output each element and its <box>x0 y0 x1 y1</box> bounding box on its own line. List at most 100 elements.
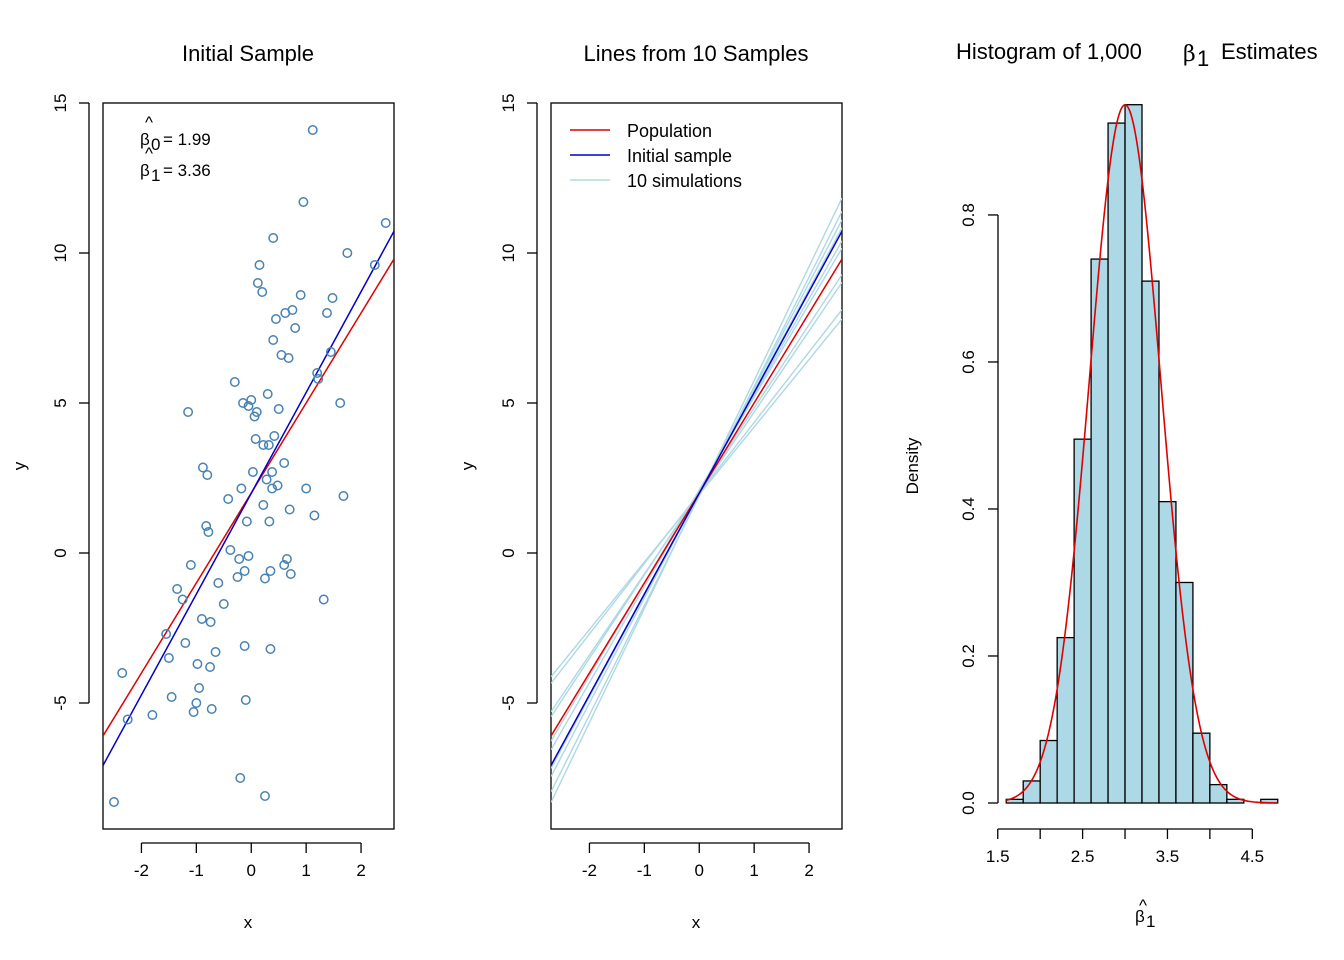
panel1-y-label: y <box>10 461 29 470</box>
panel3-x-axis: 1.5 2.5 3.5 4.5 <box>986 828 1264 866</box>
panel2-plot-box <box>550 102 843 830</box>
histogram-bar <box>1022 780 1041 804</box>
panel3-bars <box>1005 104 1279 804</box>
panel3-x-label-subscript: 1 <box>1146 912 1155 931</box>
histogram-bar <box>1107 122 1126 804</box>
svg-text:^: ^ <box>145 113 153 132</box>
data-point <box>281 554 292 564</box>
data-point <box>262 389 273 399</box>
b1-symbol: β <box>140 161 150 180</box>
panel1-x-axis: -2 -1 0 1 2 <box>134 842 366 880</box>
panel1-points <box>109 125 391 807</box>
data-point <box>338 491 349 501</box>
panel3-title-tail: Estimates <box>1221 39 1318 64</box>
panel1-title: Initial Sample <box>182 41 314 66</box>
data-point <box>342 248 353 258</box>
panel1-x-tick-label: 0 <box>247 861 256 880</box>
panel1-line-initial-sample <box>103 230 394 766</box>
panel2-y-tick-label: 0 <box>499 548 518 557</box>
legend-label-initial-sample: Initial sample <box>627 146 732 166</box>
data-point <box>239 641 250 651</box>
histogram-bar <box>1056 636 1075 804</box>
panel-lines-10-samples: Lines from 10 Samples -2 -1 0 1 2 -5 0 5 10 15 x… <box>458 41 843 932</box>
panel1-x-tick-label: 2 <box>356 861 365 880</box>
data-point <box>307 125 318 135</box>
data-point <box>229 377 240 387</box>
panel1-plot-box <box>102 102 395 830</box>
data-point <box>254 260 265 270</box>
data-point <box>264 516 275 527</box>
data-point <box>298 197 309 207</box>
density-curve <box>1006 103 1278 804</box>
data-point <box>265 644 276 654</box>
panel2-y-axis: -5 0 5 10 15 <box>499 94 538 711</box>
data-point <box>380 218 391 228</box>
data-point <box>325 347 336 357</box>
data-point <box>258 440 269 450</box>
panel3-y-tick-label: 0.6 <box>959 350 978 374</box>
panel2-y-label: y <box>458 461 477 470</box>
data-point <box>147 710 158 720</box>
panel1-y-tick-label: 0 <box>51 548 70 557</box>
histogram-bar <box>1073 438 1092 804</box>
panel1-x-tick-label: -2 <box>134 861 149 880</box>
b0-symbol: β <box>140 130 150 149</box>
data-point <box>241 516 252 527</box>
panel1-x-tick-label: -1 <box>189 861 204 880</box>
data-point <box>240 695 251 705</box>
data-point <box>236 483 247 494</box>
data-point <box>250 434 261 444</box>
data-point <box>188 707 199 717</box>
histogram-bar <box>1039 739 1058 804</box>
data-point <box>243 401 254 411</box>
histogram-bar <box>1141 280 1160 804</box>
panel1-y-axis: -5 0 5 10 15 <box>51 94 90 711</box>
data-point <box>287 305 298 315</box>
legend-label-population: Population <box>627 121 712 141</box>
panel2-simulation-lines <box>551 197 842 803</box>
panel1-y-tick-label: -5 <box>51 695 70 710</box>
panel-histogram: Histogram of 1,000 β 1 Estimates 1.5 2.5 3… <box>903 39 1318 931</box>
panel2-x-tick-label: 2 <box>804 861 813 880</box>
data-point <box>279 560 290 570</box>
panel2-y-tick-label: -5 <box>499 695 518 710</box>
data-point <box>201 521 212 531</box>
panel2-x-axis: -2 -1 0 1 2 <box>582 842 814 880</box>
panel2-title: Lines from 10 Samples <box>584 41 809 66</box>
data-point <box>180 638 191 648</box>
svg-text:^: ^ <box>1139 896 1147 915</box>
panel1-y-tick-label: 15 <box>51 94 70 113</box>
histogram-bar <box>1192 732 1211 804</box>
data-point <box>261 474 272 485</box>
data-point <box>218 599 229 609</box>
data-point <box>117 668 128 678</box>
data-point <box>177 594 188 605</box>
panel1-x-tick-label: 1 <box>301 861 310 880</box>
panel3-y-tick-label: 0.8 <box>959 203 978 227</box>
data-point <box>194 683 205 693</box>
data-point <box>235 773 246 783</box>
data-point <box>267 483 278 494</box>
panel1-annotation-b1: ^ β 1 = 3.36 <box>140 144 211 185</box>
panel2-x-tick-label: 0 <box>695 861 704 880</box>
data-point <box>109 797 119 807</box>
panel3-y-tick-label: 0.2 <box>959 644 978 668</box>
data-point <box>268 233 279 243</box>
panel3-title-subscript: 1 <box>1197 46 1209 71</box>
data-point <box>258 500 269 510</box>
data-point <box>197 462 208 473</box>
panel2-y-tick-label: 15 <box>499 94 518 113</box>
data-point <box>260 573 270 584</box>
data-point <box>271 314 281 324</box>
data-point <box>205 662 216 672</box>
legend-label-simulations: 10 simulations <box>627 171 742 191</box>
histogram-bar <box>1158 500 1177 804</box>
data-point <box>191 698 202 708</box>
histogram-bar <box>1090 258 1109 804</box>
panel1-x-label: x <box>244 913 253 932</box>
panel3-x-tick-label: 4.5 <box>1240 847 1264 866</box>
data-point <box>243 551 254 561</box>
svg-text:^: ^ <box>145 144 153 163</box>
